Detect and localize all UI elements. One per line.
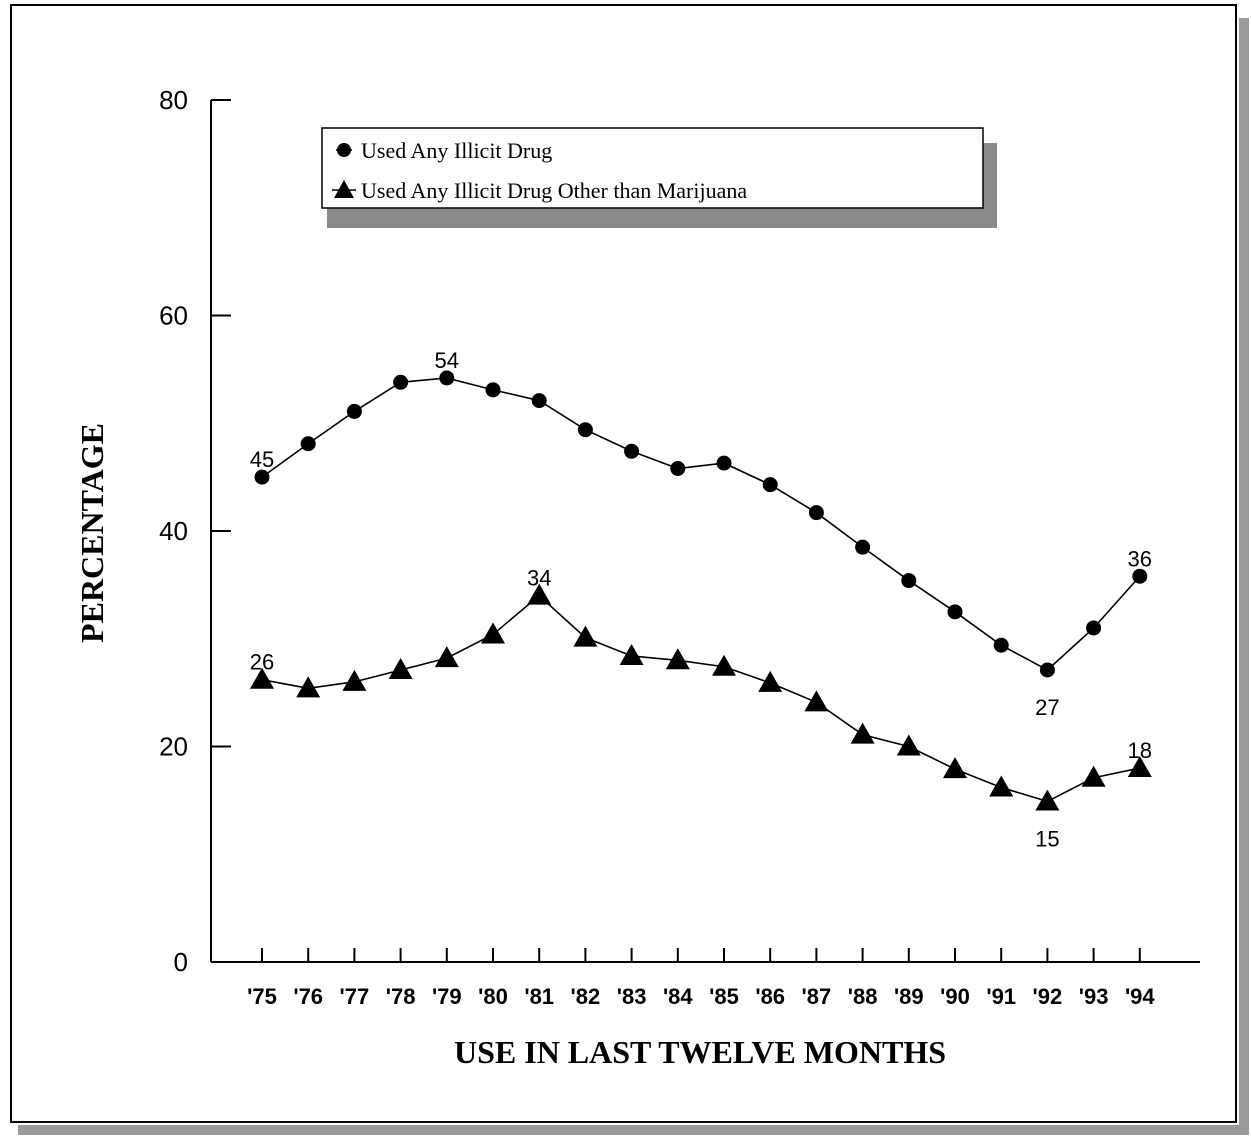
data-point	[1127, 756, 1152, 778]
x-tick-label: '86	[755, 984, 785, 1009]
data-point	[989, 775, 1014, 797]
x-tick-label: '88	[848, 984, 878, 1009]
x-tick-label: '81	[524, 984, 554, 1009]
data-point	[434, 646, 459, 668]
data-point	[481, 622, 505, 644]
x-tick-label: '92	[1033, 984, 1063, 1009]
series-circle: 45 54 27 36	[250, 348, 1152, 720]
series-triangle: 26 34 15 18	[250, 566, 1152, 852]
data-point	[1132, 568, 1148, 584]
series-layer: 45 54 27 36 26 34 15 18	[250, 348, 1152, 851]
data-point	[896, 734, 921, 756]
data-point	[993, 637, 1009, 653]
x-tick-label: '91	[986, 984, 1016, 1009]
data-point	[758, 670, 783, 692]
data-point	[250, 667, 274, 689]
data-point	[762, 477, 778, 493]
data-point	[712, 654, 736, 676]
series-line	[261, 594, 1140, 803]
x-tick-label: '82	[571, 984, 601, 1009]
data-label: 26	[250, 650, 274, 675]
data-point	[346, 403, 362, 419]
data-label: 54	[435, 348, 459, 373]
frame-shadow-bottom	[18, 1125, 1249, 1135]
data-point	[296, 676, 321, 698]
y-tick-label: 60	[159, 301, 188, 331]
data-point	[254, 469, 270, 485]
data-point	[670, 461, 686, 477]
data-point	[1035, 789, 1060, 811]
x-tick-label: '80	[478, 984, 508, 1009]
y-tick-label: 20	[159, 732, 188, 762]
y-tick-label: 80	[159, 85, 188, 115]
legend-label-any-illicit: Used Any Illicit Drug	[361, 138, 552, 163]
data-point	[388, 657, 413, 679]
data-label: 18	[1128, 738, 1152, 763]
data-point	[804, 690, 829, 712]
x-tick-label: '84	[663, 984, 693, 1009]
x-tick-label: '85	[709, 984, 739, 1009]
data-point	[716, 455, 732, 471]
data-point	[619, 643, 644, 665]
legend-box	[321, 127, 984, 209]
data-label: 36	[1128, 546, 1152, 571]
data-point	[439, 370, 455, 386]
data-point	[1081, 765, 1106, 787]
data-label: 34	[527, 566, 551, 591]
data-point	[624, 443, 640, 459]
data-point	[573, 625, 598, 647]
x-tick-label: '75	[247, 984, 277, 1009]
x-tick-label: '79	[432, 984, 462, 1009]
data-point	[527, 583, 552, 605]
data-point	[577, 422, 593, 438]
data-point	[947, 604, 963, 620]
data-point	[393, 374, 409, 390]
x-tick-label: '94	[1125, 984, 1155, 1009]
data-point	[342, 669, 367, 691]
data-point	[943, 757, 967, 779]
x-tick-label: '87	[802, 984, 832, 1009]
frame-shadow-right	[1239, 18, 1249, 1133]
data-label: 45	[250, 447, 274, 472]
x-tick-label: '76	[293, 984, 323, 1009]
data-point	[665, 648, 690, 670]
x-axis-title: USE IN LAST TWELVE MONTHS	[454, 1034, 946, 1070]
y-tick-label: 0	[174, 947, 188, 977]
x-tick-label: '77	[340, 984, 370, 1009]
data-point	[1039, 662, 1055, 678]
x-tick-label: '89	[894, 984, 924, 1009]
data-point	[1086, 620, 1102, 636]
x-tick-label: '78	[386, 984, 416, 1009]
data-point	[485, 382, 501, 398]
series-line	[261, 377, 1141, 671]
x-tick-label: '93	[1079, 984, 1109, 1009]
y-axis-title: PERCENTAGE	[74, 423, 110, 643]
data-point	[855, 539, 871, 555]
data-point	[531, 393, 547, 409]
x-ticks: '75 '76 '77 '78 '79 '80 '81 '82 '83 '84 '85 '86 '87 '…	[247, 948, 1155, 1009]
legend-circle-marker	[337, 143, 351, 157]
data-point	[808, 505, 824, 521]
x-tick-label: '90	[940, 984, 970, 1009]
y-ticks: 0 20 40 60 80	[159, 85, 231, 977]
data-point	[901, 573, 917, 589]
legend: Used Any Illicit Drug Used Any Illicit D…	[321, 127, 997, 228]
data-label: 27	[1035, 695, 1059, 720]
data-point	[300, 436, 316, 452]
legend-label-other-than-marijuana: Used Any Illicit Drug Other than Marijua…	[361, 178, 747, 203]
y-tick-label: 40	[159, 516, 188, 546]
data-point	[850, 722, 875, 744]
legend-triangle-marker	[334, 180, 354, 198]
data-label: 15	[1035, 826, 1059, 851]
x-tick-label: '83	[617, 984, 647, 1009]
